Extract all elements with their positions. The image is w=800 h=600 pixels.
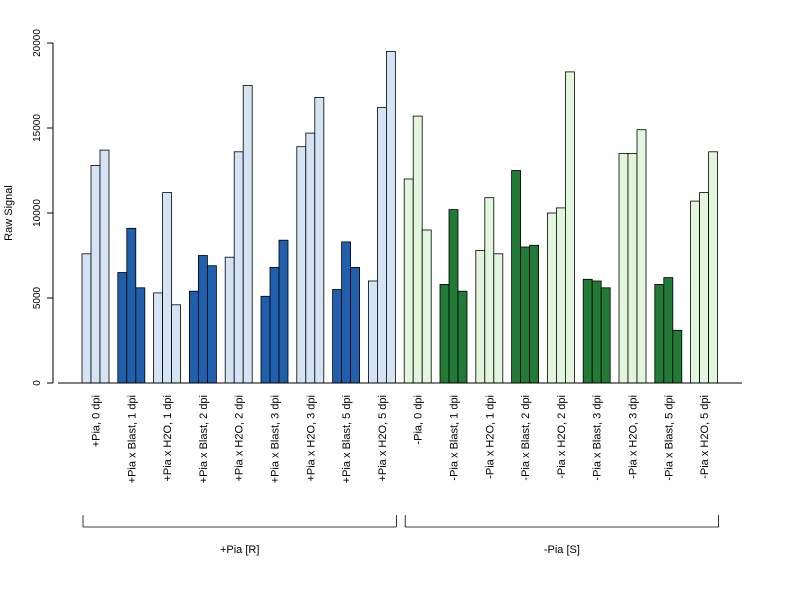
- category-label: +Pia x H2O, 2 dpi: [234, 395, 246, 482]
- category-label: -Pia x Blast, 2 dpi: [520, 395, 532, 481]
- bar: [421, 229, 432, 384]
- category-label: +Pia x H2O, 1 dpi: [162, 395, 174, 482]
- bar: [126, 227, 137, 384]
- bar: [582, 278, 593, 384]
- bar: [520, 246, 530, 384]
- category-label: +Pia x Blast, 2 dpi: [198, 395, 210, 483]
- bar: [690, 200, 700, 384]
- bar: [162, 192, 173, 384]
- bar: [260, 295, 271, 384]
- bar: [600, 287, 611, 384]
- y-tick-label: 5000: [32, 286, 43, 309]
- bar: [242, 85, 253, 384]
- bar: [403, 178, 414, 384]
- bar: [654, 283, 665, 384]
- category-label: -Pia x H2O, 5 dpi: [699, 395, 711, 479]
- category-labels: +Pia, 0 dpi +Pia x Blast, 1 dpi +Pia x H2O…: [91, 395, 712, 483]
- bar: [332, 289, 343, 384]
- y-axis-title: Raw Signal: [3, 185, 15, 241]
- bar: [171, 304, 182, 384]
- bar: [188, 290, 199, 384]
- bar: [556, 207, 566, 384]
- group-brackets: +Pia [R] -Pia [S]: [82, 515, 719, 556]
- bar: [90, 164, 101, 384]
- bar: [269, 266, 280, 384]
- bar: [547, 212, 557, 384]
- category-label: +Pia, 0 dpi: [91, 395, 103, 447]
- y-tick-label: 20000: [32, 29, 43, 57]
- bar: [385, 51, 396, 384]
- category-label: -Pia x H2O, 2 dpi: [556, 395, 568, 479]
- bar: [278, 239, 289, 384]
- bars-layer: [81, 51, 718, 384]
- bar: [153, 292, 164, 384]
- bar: [565, 71, 575, 384]
- bar: [529, 244, 539, 384]
- category-label: -Pia x Blast, 1 dpi: [449, 395, 461, 481]
- y-tick-label: 10000: [32, 199, 43, 227]
- bar: [591, 280, 602, 384]
- category-label: +Pia x Blast, 1 dpi: [126, 395, 138, 483]
- category-label: +Pia x Blast, 5 dpi: [341, 395, 353, 483]
- bar: [672, 329, 683, 384]
- category-label: -Pia, 0 dpi: [413, 395, 425, 445]
- bar: [117, 272, 128, 384]
- bar: [457, 290, 468, 384]
- category-label: -Pia x Blast, 3 dpi: [592, 395, 604, 481]
- bar: [699, 192, 709, 384]
- bar: [448, 209, 459, 384]
- bar: [484, 197, 495, 384]
- bar: [663, 277, 674, 384]
- bar: [511, 170, 522, 384]
- bar: [314, 97, 325, 384]
- category-label: -Pia x H2O, 1 dpi: [484, 395, 496, 479]
- bar: [493, 253, 504, 384]
- bar: [206, 265, 217, 384]
- bar: [636, 129, 647, 384]
- bar: [197, 255, 208, 384]
- bar: [475, 249, 486, 384]
- bar: [439, 283, 450, 384]
- bar: [627, 153, 638, 384]
- bar: [341, 241, 352, 384]
- bar: [367, 280, 378, 384]
- group-label: +Pia [R]: [220, 544, 259, 556]
- bar: [81, 253, 92, 384]
- bar: [224, 256, 235, 384]
- bar: [350, 266, 361, 384]
- y-tick-label: 15000: [32, 114, 43, 142]
- bar: [376, 107, 387, 384]
- bar: [412, 115, 423, 384]
- category-label: +Pia x H2O, 5 dpi: [377, 395, 389, 482]
- y-tick-label: 0: [32, 380, 43, 386]
- bar: [296, 146, 307, 384]
- bar: [305, 132, 316, 384]
- category-label: -Pia x H2O, 3 dpi: [628, 395, 640, 479]
- group-label: -Pia [S]: [544, 544, 580, 556]
- y-axis: 0 5000 10000 15000 20000: [32, 29, 54, 386]
- bar: [618, 153, 629, 384]
- bar: [99, 149, 110, 384]
- category-label: +Pia x H2O, 3 dpi: [305, 395, 317, 482]
- category-label: +Pia x Blast, 3 dpi: [270, 395, 282, 483]
- bar: [708, 151, 718, 384]
- bar: [233, 151, 244, 384]
- category-label: -Pia x Blast, 5 dpi: [663, 395, 675, 481]
- bar: [135, 287, 146, 384]
